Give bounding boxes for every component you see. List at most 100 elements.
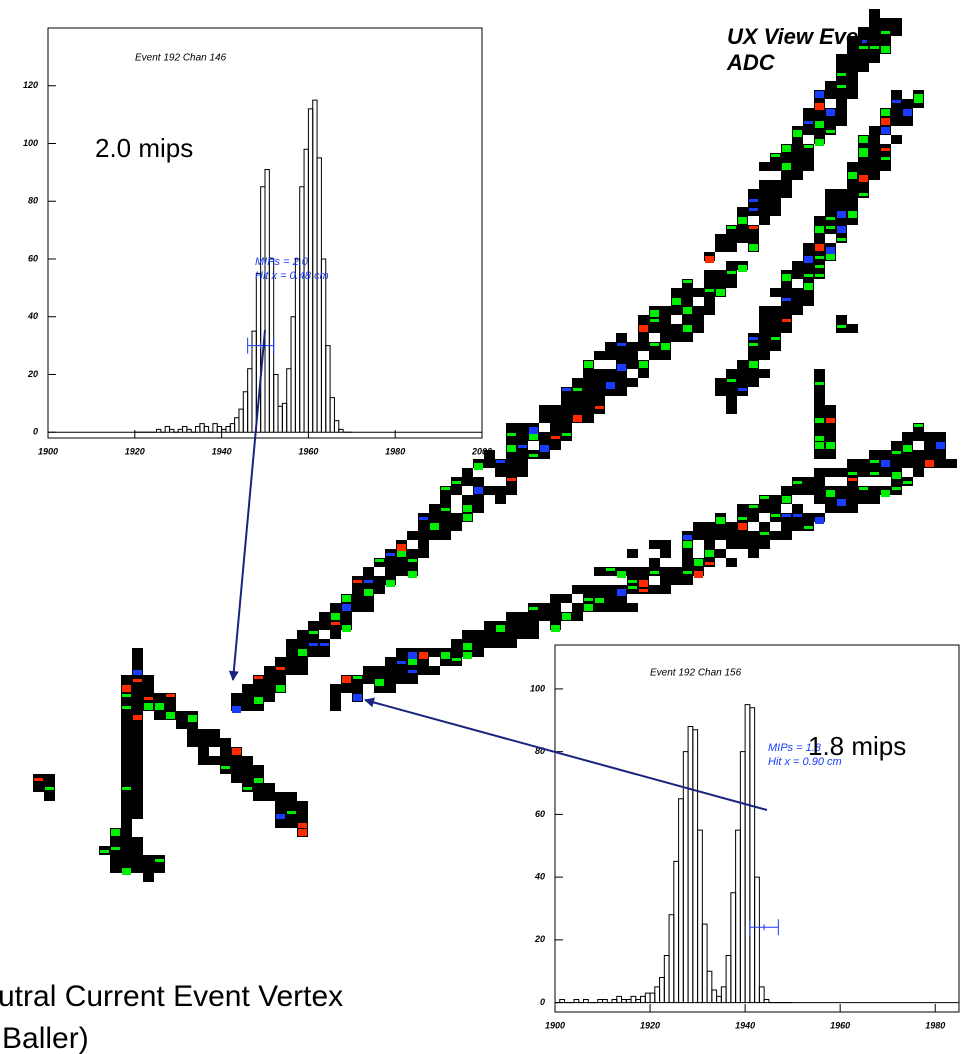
hit-cell [671,324,682,333]
hit-cell [770,207,781,216]
hit-color [243,787,252,790]
hit-color [826,253,835,260]
hit-cell [748,531,759,540]
hit-cell [275,675,286,684]
hit-color [705,550,714,557]
x-tick-label: 1920 [640,1020,660,1030]
hit-cell [869,162,880,171]
hit-cell [847,216,858,225]
hit-cell [891,108,902,117]
hit-cell [759,522,770,531]
hit-color [936,442,945,449]
hit-color [716,289,725,296]
hit-cell [858,162,869,171]
hit-color [782,319,791,322]
hit-cell [847,72,858,81]
hit-cell [781,486,792,495]
hit-color [397,661,406,664]
hit-cell [726,234,737,243]
hit-cell [891,486,902,495]
hit-color [815,91,824,98]
hit-color [914,94,923,101]
hit-color [892,100,901,103]
hit-cell [803,243,814,252]
hit-cell [308,630,319,639]
hit-cell [374,585,385,594]
hit-cell [539,432,550,441]
hit-cell [385,657,396,666]
hit-cell [913,99,924,108]
hit-cell [748,342,759,351]
hit-color [826,109,835,116]
hit-cell [451,522,462,531]
hit-cell [572,603,583,612]
hit-color [309,631,318,634]
hit-cell [715,378,726,387]
hit-color [342,625,351,632]
hit-cell [198,747,209,756]
hit-cell [770,162,781,171]
caption: utral Current Event Vertex [0,980,343,1013]
hit-color [496,625,505,632]
hit-cell [836,54,847,63]
hit-color [837,325,846,328]
hit-cell [869,153,880,162]
hit-cell [506,468,517,477]
hit-cell [847,162,858,171]
hit-color [463,514,472,521]
hit-cell [803,513,814,522]
fit-point [247,337,275,354]
hit-cell [748,540,759,549]
hit-cell [781,180,792,189]
hit-color [254,697,263,704]
hit-color [760,496,769,499]
hit-cell [473,639,484,648]
hit-cell [550,612,561,621]
hit-cell [539,603,550,612]
hit-cell [275,801,286,810]
hit-cell [286,810,297,819]
hit-color [320,643,329,646]
hit-cell [473,495,484,504]
hit-cell [385,684,396,693]
hit-color [507,445,516,452]
hit-cell [781,189,792,198]
hit-cell [726,522,737,531]
hit-cell [594,603,605,612]
hit-cell [187,720,198,729]
hit-cell [660,540,671,549]
hit-cell [121,855,132,864]
hit-color [881,118,890,125]
hit-cell [902,432,913,441]
hit-cell [836,117,847,126]
hit-cell [132,774,143,783]
hit-cell [638,342,649,351]
hit-color [155,859,164,862]
hit-cell [748,189,759,198]
y-tick-label: 40 [27,311,38,321]
hit-color [529,433,538,440]
hit-cell [836,63,847,72]
hit-cell [330,702,341,711]
hit-cell [693,522,704,531]
hit-color [771,337,780,340]
hit-cell [539,450,550,459]
hit-color [496,460,505,463]
hit-cell [748,513,759,522]
hit-cell [605,342,616,351]
hit-cell [308,621,319,630]
hit-cell [825,117,836,126]
hit-cell [132,657,143,666]
hit-cell [572,396,583,405]
hit-color [870,472,879,475]
hit-color [353,694,362,701]
hit-cell [143,864,154,873]
hit-cell [891,18,902,27]
hit-cell [451,657,462,666]
hit-cell [440,522,451,531]
chart-title: Event 192 Chan 146 [135,53,227,64]
hit-cell [132,846,143,855]
hit-cell [847,90,858,99]
hit-color [166,694,175,697]
arrow [228,329,266,681]
